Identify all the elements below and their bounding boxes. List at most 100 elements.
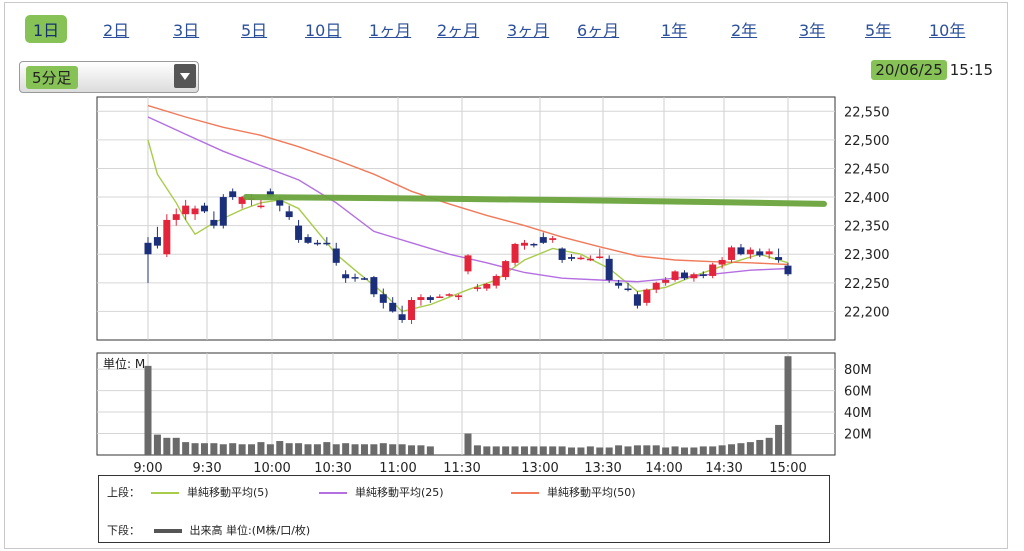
y-tick-label: 22,550 (844, 105, 890, 120)
tab-5[interactable]: 1ヶ月 (369, 21, 412, 40)
legend-ma5: 単純移動平均(5) (151, 484, 269, 500)
candle-body (662, 279, 670, 283)
tab-2[interactable]: 3日 (173, 21, 200, 40)
candle-body (699, 274, 707, 276)
tab-3[interactable]: 5日 (241, 21, 268, 40)
candle-body (172, 214, 180, 220)
tab-8[interactable]: 6ヶ月 (577, 21, 620, 40)
volume-bar (200, 443, 208, 455)
candle-body (473, 287, 481, 289)
x-tick-label: 14:30 (705, 461, 742, 476)
candle-body (615, 282, 623, 286)
volume-unit-label: 単位: M (103, 356, 145, 371)
x-tick-label: 11:00 (379, 461, 416, 476)
candle-interval-value: 5分足 (26, 66, 78, 89)
volume-bar (699, 446, 707, 455)
volume-bar (285, 443, 293, 455)
candle-body (389, 302, 397, 312)
candle-body (586, 258, 594, 261)
volume-bar (765, 437, 773, 455)
volume-bar (182, 442, 190, 455)
candle-body (492, 275, 500, 286)
timestamp: 20/06/25 15:15 (871, 60, 993, 80)
tab-1[interactable]: 2日 (103, 21, 130, 40)
candle-body (210, 219, 218, 226)
volume-bar (586, 446, 594, 455)
volume-bar (718, 445, 726, 455)
volume-bar (520, 446, 528, 455)
candle-body (257, 205, 265, 208)
tab-11[interactable]: 3年 (799, 21, 826, 40)
legend-ma25-swatch (319, 492, 347, 494)
candle-body (775, 257, 783, 260)
chevron-down-icon[interactable] (174, 64, 196, 88)
candle-body (455, 295, 463, 298)
candle-body (238, 197, 246, 204)
volume-bar (624, 446, 632, 455)
y-tick-label: 22,350 (844, 220, 890, 235)
candle-body (304, 237, 312, 243)
candle-body (417, 297, 425, 300)
tab-0[interactable]: 1日 (25, 15, 68, 43)
candle-body (200, 205, 208, 212)
volume-bar (163, 437, 171, 455)
candle-body (379, 294, 387, 303)
x-tick-label: 11:30 (443, 461, 480, 476)
volume-bar (596, 447, 604, 455)
volume-bar (690, 447, 698, 455)
legend-lower-row: 下段： 出来高 単位:(M株/口/枚) (107, 522, 310, 538)
volume-bar (332, 444, 340, 455)
volume-bar (473, 445, 481, 455)
candle-body (445, 294, 453, 296)
timestamp-date: 20/06/25 (871, 60, 947, 80)
candle-body (295, 225, 303, 240)
x-tick-label: 9:30 (192, 461, 221, 476)
volume-tick-label: 80M (844, 363, 872, 378)
legend-volume-label: 出来高 単位:(M株/口/枚) (189, 524, 311, 537)
timestamp-time: 15:15 (949, 61, 993, 79)
volume-bar (342, 443, 350, 455)
tab-9[interactable]: 1年 (661, 21, 688, 40)
tab-10[interactable]: 2年 (731, 21, 758, 40)
volume-bar (153, 434, 161, 455)
volume-bar (351, 444, 359, 455)
tab-13[interactable]: 10年 (929, 21, 966, 40)
volume-bar (671, 446, 679, 455)
volume-bar (398, 444, 406, 455)
candle-body (342, 274, 350, 279)
volume-bar (210, 443, 218, 455)
ma-line-2 (147, 104, 789, 266)
tab-6[interactable]: 2ヶ月 (437, 21, 480, 40)
candle-body (718, 259, 726, 265)
volume-bar (257, 442, 265, 455)
volume-bar (558, 446, 566, 455)
volume-bar (577, 447, 585, 455)
tab-7[interactable]: 3ヶ月 (507, 21, 550, 40)
volume-bar (417, 445, 425, 455)
volume-bar (144, 365, 152, 455)
candle-body (191, 208, 199, 215)
volume-bar (737, 443, 745, 455)
candle-body (568, 257, 576, 259)
y-tick-label: 22,250 (844, 277, 890, 292)
candle-body (153, 237, 161, 246)
candle-body (728, 247, 736, 260)
candle-body (511, 243, 519, 263)
candle-interval-select[interactable]: 5分足 (19, 61, 199, 93)
volume-bar (502, 446, 510, 455)
candle-body (784, 265, 792, 275)
tab-12[interactable]: 5年 (865, 21, 892, 40)
volume-bar (549, 446, 557, 455)
volume-tick-label: 60M (844, 385, 872, 400)
period-tabs: 1日 2日 3日 5日 10日 1ヶ月 2ヶ月 3ヶ月 6ヶ月 1年 2年 3年 5年 10年 (5, 3, 1007, 47)
candle-body (643, 289, 651, 303)
x-tick-label: 13:30 (584, 461, 621, 476)
tab-4[interactable]: 10日 (305, 21, 342, 40)
volume-bar (238, 444, 246, 455)
volume-bar (304, 444, 312, 455)
legend-ma50-swatch (511, 492, 539, 494)
x-tick-label: 15:00 (769, 461, 806, 476)
legend-ma5-swatch (151, 492, 179, 494)
volume-bar (313, 444, 321, 455)
